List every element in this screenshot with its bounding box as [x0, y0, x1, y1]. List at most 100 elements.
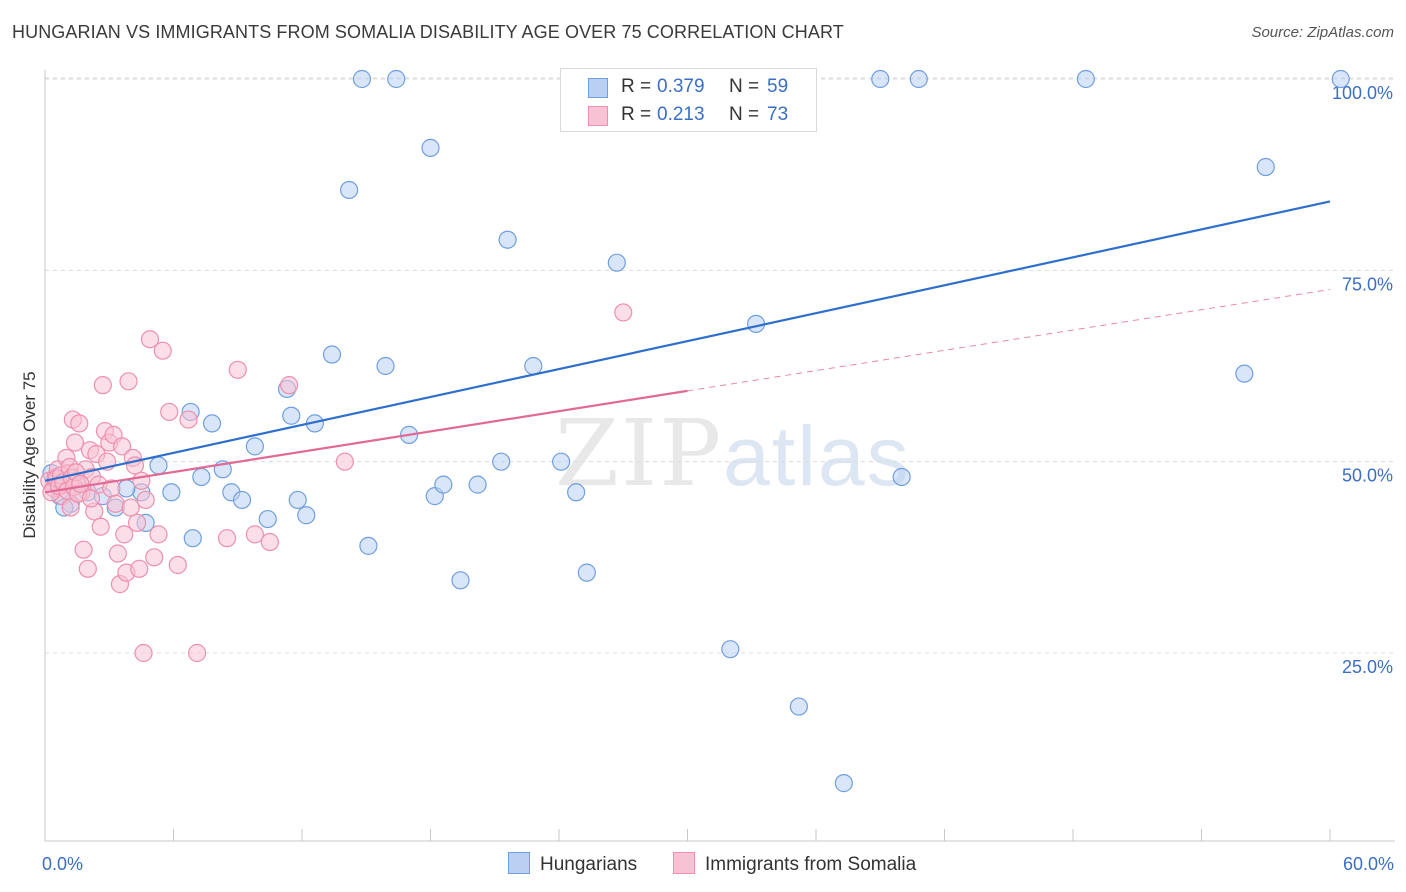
n-value: 59: [767, 76, 789, 97]
hungarians-point: [892, 467, 911, 487]
somalia-point: [119, 372, 138, 391]
swatch-hungarians: [588, 78, 608, 98]
hungarians-point: [322, 345, 342, 364]
somalia-point: [134, 643, 153, 663]
legend-item-somalia[interactable]: Immigrants from Somalia: [673, 852, 916, 876]
hungarians-point: [909, 69, 928, 89]
somalia-point: [153, 341, 172, 360]
chart-title: HUNGARIAN VS IMMIGRANTS FROM SOMALIA DIS…: [12, 22, 844, 42]
hungarians-point: [607, 253, 626, 272]
somalia-point: [108, 544, 127, 563]
hungarians-point: [871, 69, 890, 89]
hungarians-point: [183, 529, 202, 548]
somalia-point: [93, 376, 112, 395]
somalia-point: [245, 525, 264, 544]
somalia-point: [71, 474, 90, 493]
stats-row-hungarians: R = 0.379 N = 59: [561, 72, 816, 102]
hungarians-point: [577, 563, 596, 582]
somalia-point: [217, 529, 237, 548]
r-label: R =: [621, 104, 652, 125]
hungarians-trend-line: [44, 200, 1331, 482]
somalia-point: [136, 490, 155, 510]
r-value: 0.213: [657, 104, 705, 125]
legend-label-hungarians: Hungarians: [540, 854, 638, 875]
watermark-atlas: atlas: [723, 409, 911, 503]
x-tick-label: 60.0%: [1343, 854, 1394, 874]
source-label: Source: ZipAtlas.com: [1251, 24, 1394, 41]
hungarians-point: [258, 509, 277, 529]
legend-label-somalia: Immigrants from Somalia: [705, 854, 917, 875]
hungarians-point: [434, 475, 453, 494]
somalia-point: [115, 525, 134, 544]
somalia-point: [179, 410, 198, 429]
somalia-point: [168, 555, 187, 575]
y-tick-label: 75.0%: [1342, 274, 1393, 294]
hungarians-point: [376, 356, 395, 376]
hungarians-point: [162, 483, 181, 502]
somalia-point: [65, 433, 85, 452]
hungarians-point: [387, 69, 406, 89]
somalia-point: [74, 540, 93, 559]
stats-row-somalia: R = 0.213 N = 73: [561, 100, 816, 130]
somalia-point: [228, 360, 247, 379]
hungarians-point: [834, 774, 853, 793]
hungarians-point: [149, 456, 168, 475]
hungarians-point: [297, 506, 316, 525]
somalia-point: [335, 452, 354, 471]
swatch-somalia: [588, 106, 608, 126]
n-value: 73: [767, 104, 789, 125]
somalia-point: [145, 548, 164, 567]
n-label: N =: [729, 104, 760, 125]
hungarians-point: [498, 230, 517, 249]
hungarians-point: [552, 452, 571, 471]
legend-swatch-somalia: [673, 852, 695, 874]
hungarians-point: [192, 467, 211, 487]
somalia-point: [112, 437, 132, 456]
hungarians-point: [421, 138, 440, 157]
hungarians-point: [352, 69, 372, 89]
hungarians-point: [288, 490, 307, 510]
legend-item-hungarians[interactable]: Hungarians: [508, 852, 637, 876]
hungarians-point: [202, 414, 222, 433]
hungarians-point: [340, 180, 359, 200]
n-label: N =: [729, 76, 760, 97]
hungarians-point: [1256, 157, 1275, 177]
somalia-point: [614, 303, 633, 322]
hungarians-point: [282, 406, 301, 425]
hungarians-point: [468, 475, 487, 494]
somalia-point: [130, 559, 149, 578]
hungarians-point: [1235, 364, 1254, 383]
somalia-point: [81, 489, 101, 508]
hungarians-point: [567, 483, 586, 502]
hungarians-point: [232, 490, 252, 510]
somalia-point: [260, 532, 279, 552]
somalia-point: [132, 471, 151, 490]
y-tick-label: 100.0%: [1332, 83, 1393, 103]
somalia-point: [160, 402, 179, 422]
hungarians-point: [245, 437, 264, 456]
y-tick-label: 25.0%: [1342, 657, 1393, 677]
somalia-point: [280, 376, 299, 395]
hungarians-point: [492, 452, 511, 471]
somalia-point: [70, 414, 89, 433]
hungarians-point: [359, 536, 378, 555]
x-tick-label: 0.0%: [42, 854, 83, 874]
somalia-point: [187, 643, 207, 663]
stats-legend: R = 0.379 N = 59 R = 0.213 N = 73: [560, 68, 817, 132]
somalia-point: [121, 498, 140, 517]
somalia-point: [91, 517, 110, 536]
y-tick-label: 50.0%: [1342, 466, 1393, 486]
r-label: R =: [621, 76, 652, 97]
series-legend: Hungarians Immigrants from Somalia: [0, 852, 1406, 878]
hungarians-point: [721, 640, 740, 659]
hungarians-point: [1331, 69, 1350, 89]
somalia-point: [140, 330, 160, 349]
hungarians-point: [524, 356, 543, 376]
somalia-point: [127, 513, 147, 532]
r-value: 0.379: [657, 76, 705, 97]
hungarians-point: [451, 571, 470, 590]
somalia-point: [106, 494, 125, 513]
legend-swatch-hungarians: [508, 852, 530, 874]
somalia-point: [78, 559, 97, 578]
